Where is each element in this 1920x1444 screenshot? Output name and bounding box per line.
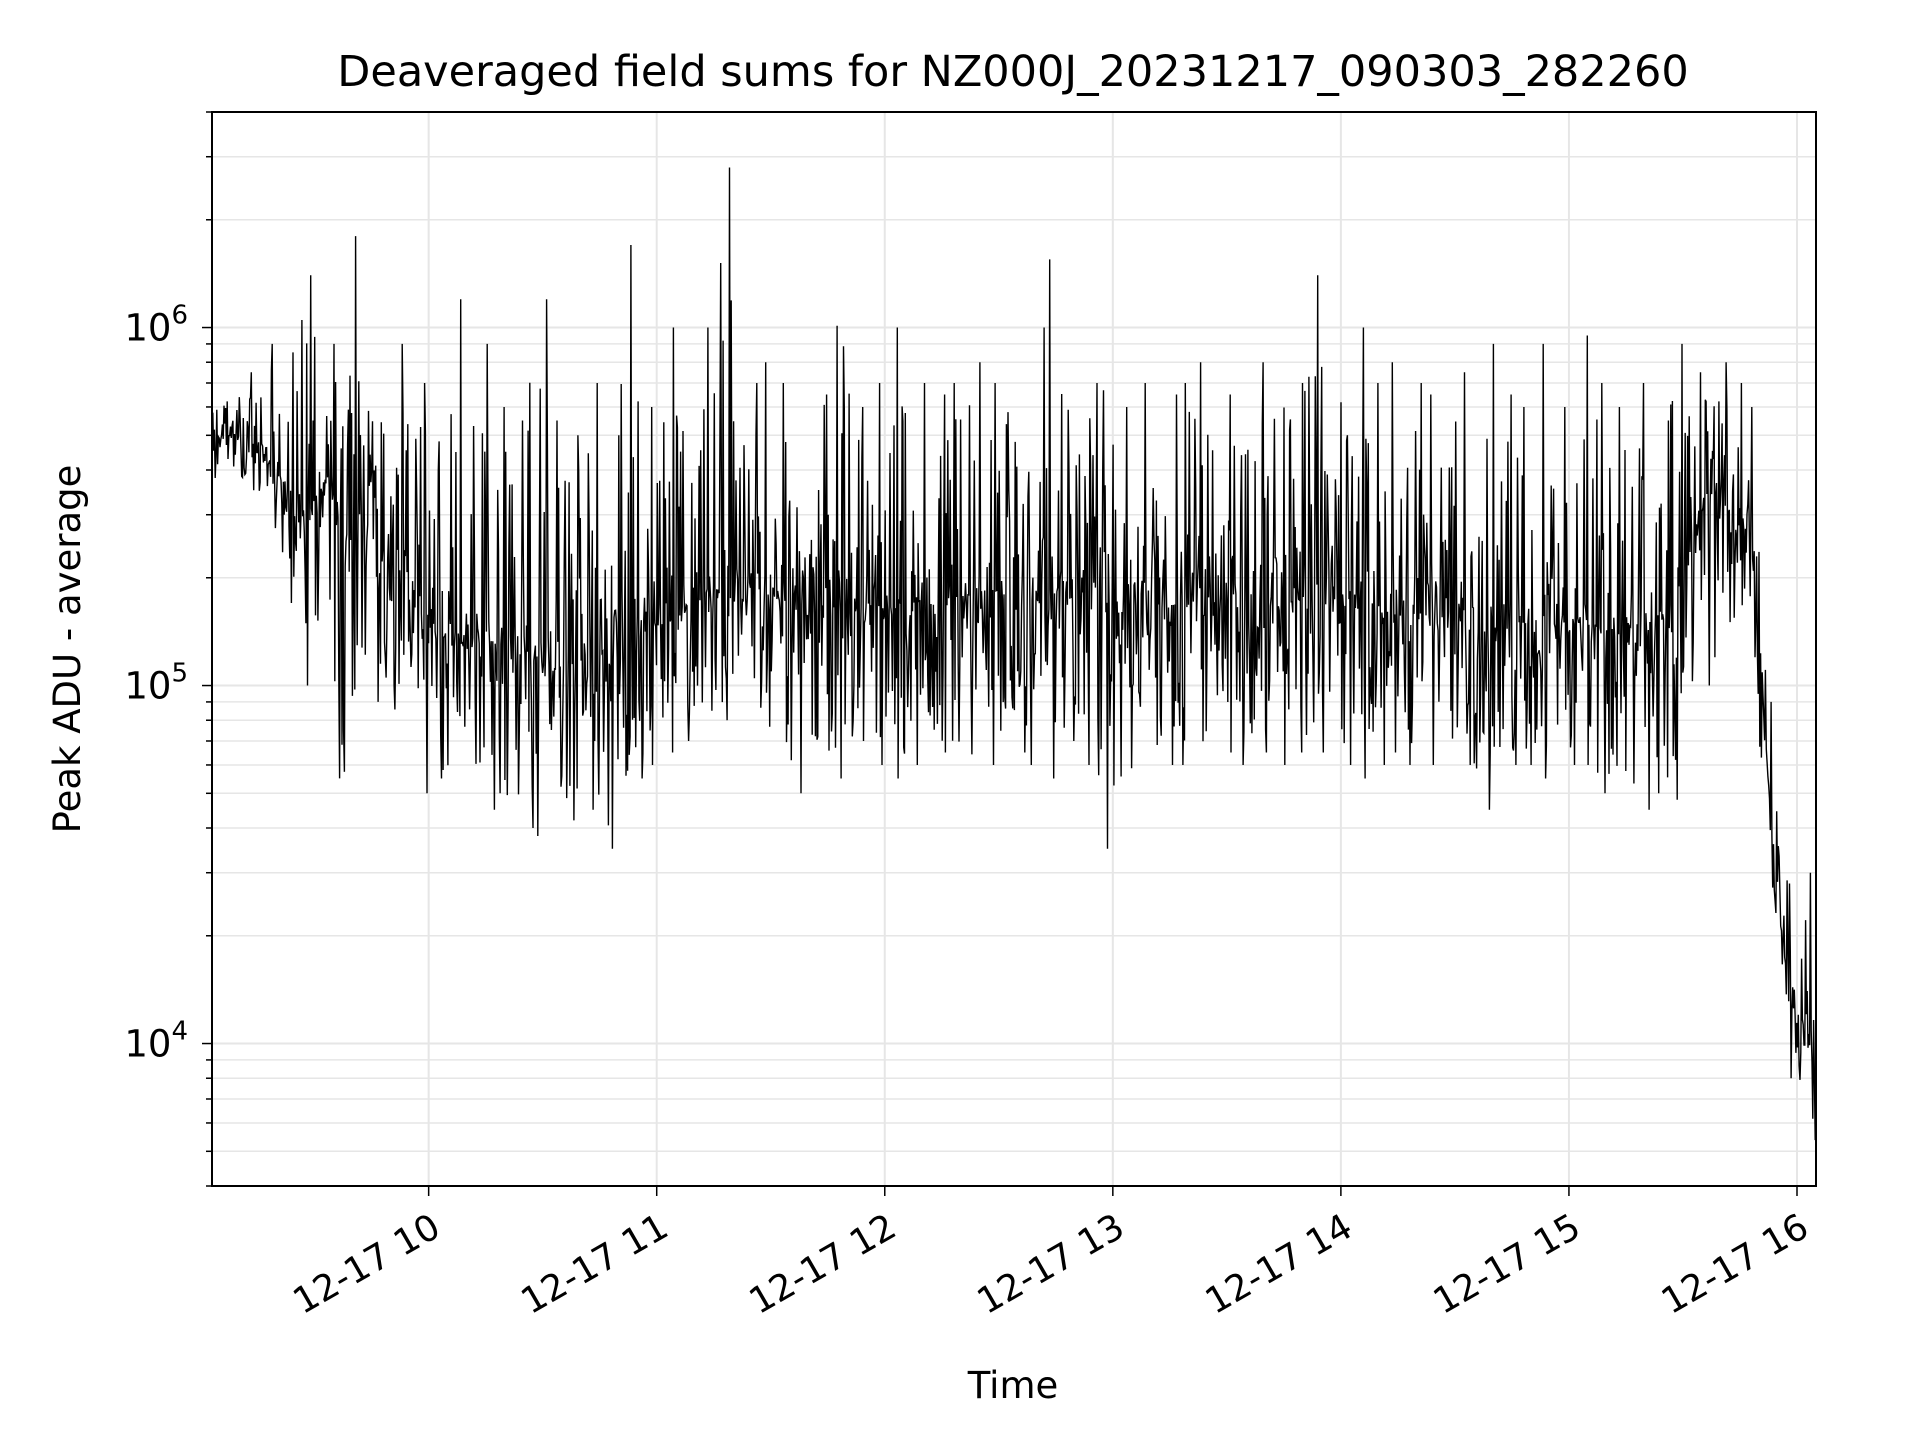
x-tick-label: 12-17 12	[743, 1206, 904, 1322]
y-tick-label: 106	[124, 301, 188, 350]
x-tick-label: 12-17 11	[515, 1206, 676, 1322]
data-series	[211, 167, 1817, 1141]
y-tick-label: 104	[124, 1017, 188, 1066]
x-tick-label: 12-17 14	[1199, 1206, 1360, 1322]
x-tick-label: 12-17 15	[1427, 1206, 1588, 1322]
y-axis-label: Peak ADU - average	[46, 465, 89, 834]
chart-title: Deaveraged field sums for NZ000J_2023121…	[337, 47, 1688, 97]
x-tick-label: 12-17 13	[971, 1206, 1132, 1322]
plot-frame	[211, 111, 1817, 1187]
x-tick-label: 12-17 16	[1655, 1206, 1816, 1322]
x-tick-label: 12-17 10	[286, 1206, 447, 1322]
series-line	[211, 167, 1817, 1141]
axes: 104 105 106 12-17 10 12-17 11 12-17 12 12-17 1…	[124, 111, 1816, 1323]
grid	[212, 111, 1816, 1187]
x-axis-label: Time	[967, 1364, 1059, 1407]
y-tick-label: 105	[124, 659, 188, 708]
